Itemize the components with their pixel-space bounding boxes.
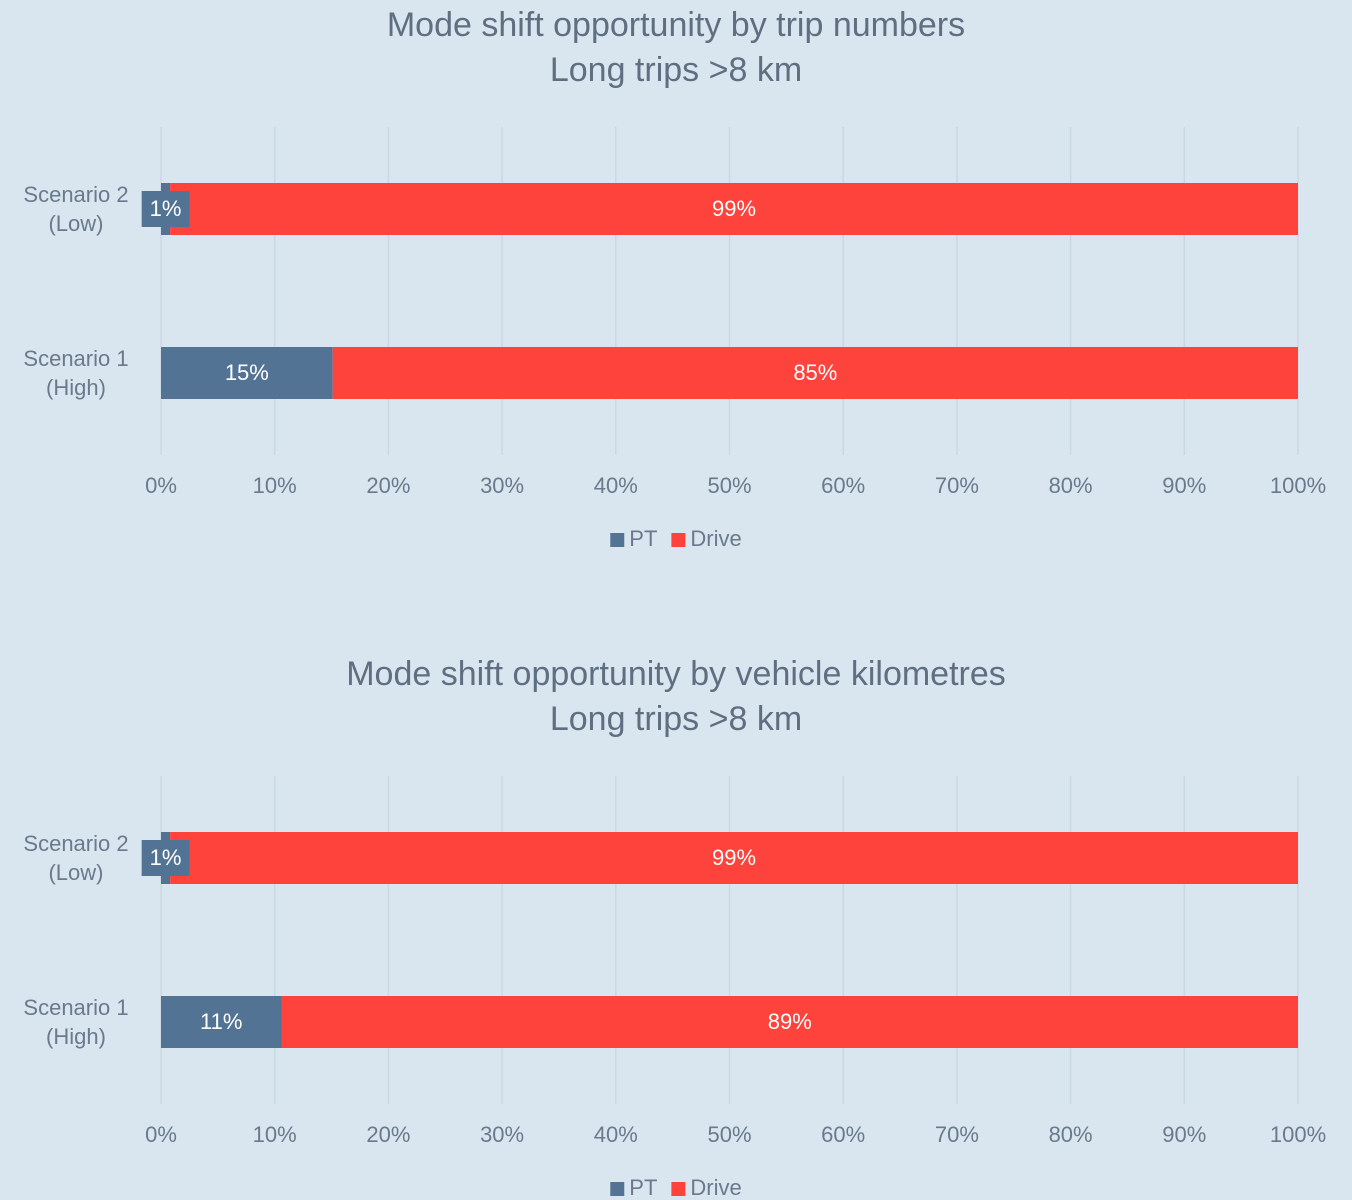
- x-tick-label: 50%: [707, 473, 751, 498]
- data-label: 1%: [150, 196, 182, 221]
- x-tick-label: 10%: [253, 473, 297, 498]
- x-tick-label: 30%: [480, 473, 524, 498]
- category-label: Scenario 1 (High): [23, 995, 129, 1049]
- x-tick-label: 10%: [253, 1122, 297, 1147]
- x-tick-label: 90%: [1162, 473, 1206, 498]
- legend-swatch: [671, 1182, 686, 1196]
- x-tick-label: 0%: [145, 1122, 177, 1147]
- data-label: 89%: [768, 1009, 812, 1034]
- category-label: Scenario 2 (Low): [23, 182, 129, 236]
- data-label: 15%: [225, 360, 269, 385]
- legend-swatch: [610, 533, 625, 547]
- chart-subtitle: Long trips >8 km: [550, 51, 802, 89]
- chart-subtitle: Long trips >8 km: [550, 700, 802, 738]
- x-tick-label: 60%: [821, 473, 865, 498]
- bar-segment: [170, 832, 1299, 884]
- bar-segment: [161, 996, 282, 1048]
- x-tick-label: 0%: [145, 473, 177, 498]
- data-label-box: [141, 191, 190, 227]
- legend-swatch: [610, 1182, 625, 1196]
- data-label: 1%: [150, 845, 182, 870]
- bar-segment: [161, 347, 333, 399]
- legend-swatch: [671, 533, 686, 547]
- x-tick-label: 40%: [594, 1122, 638, 1147]
- legend-label: PT: [629, 526, 657, 551]
- x-tick-label: 70%: [935, 1122, 979, 1147]
- bar-segment: [281, 996, 1299, 1048]
- x-tick-label: 80%: [1049, 1122, 1093, 1147]
- data-label: 99%: [712, 196, 756, 221]
- x-tick-label: 50%: [707, 1122, 751, 1147]
- x-tick-label: 100%: [1270, 1122, 1326, 1147]
- x-tick-label: 100%: [1270, 473, 1326, 498]
- data-label: 11%: [200, 1009, 242, 1034]
- chart-title: Mode shift opportunity by trip numbers: [387, 6, 965, 44]
- category-label: Scenario 2 (Low): [23, 831, 129, 885]
- category-label: Scenario 1 (High): [23, 346, 129, 400]
- x-tick-label: 60%: [821, 1122, 865, 1147]
- data-label: 99%: [712, 845, 756, 870]
- legend-label: Drive: [690, 526, 741, 551]
- bar-segment: [170, 183, 1299, 235]
- legend-label: PT: [629, 1175, 657, 1200]
- x-tick-label: 20%: [366, 473, 410, 498]
- x-tick-label: 30%: [480, 1122, 524, 1147]
- data-label-box: [141, 840, 190, 876]
- chart-title: Mode shift opportunity by vehicle kilome…: [346, 655, 1006, 693]
- x-tick-label: 70%: [935, 473, 979, 498]
- legend-label: Drive: [690, 1175, 741, 1200]
- x-tick-label: 90%: [1162, 1122, 1206, 1147]
- data-label: 85%: [793, 360, 837, 385]
- x-tick-label: 20%: [366, 1122, 410, 1147]
- bar-segment: [332, 347, 1298, 399]
- x-tick-label: 80%: [1049, 473, 1093, 498]
- x-tick-label: 40%: [594, 473, 638, 498]
